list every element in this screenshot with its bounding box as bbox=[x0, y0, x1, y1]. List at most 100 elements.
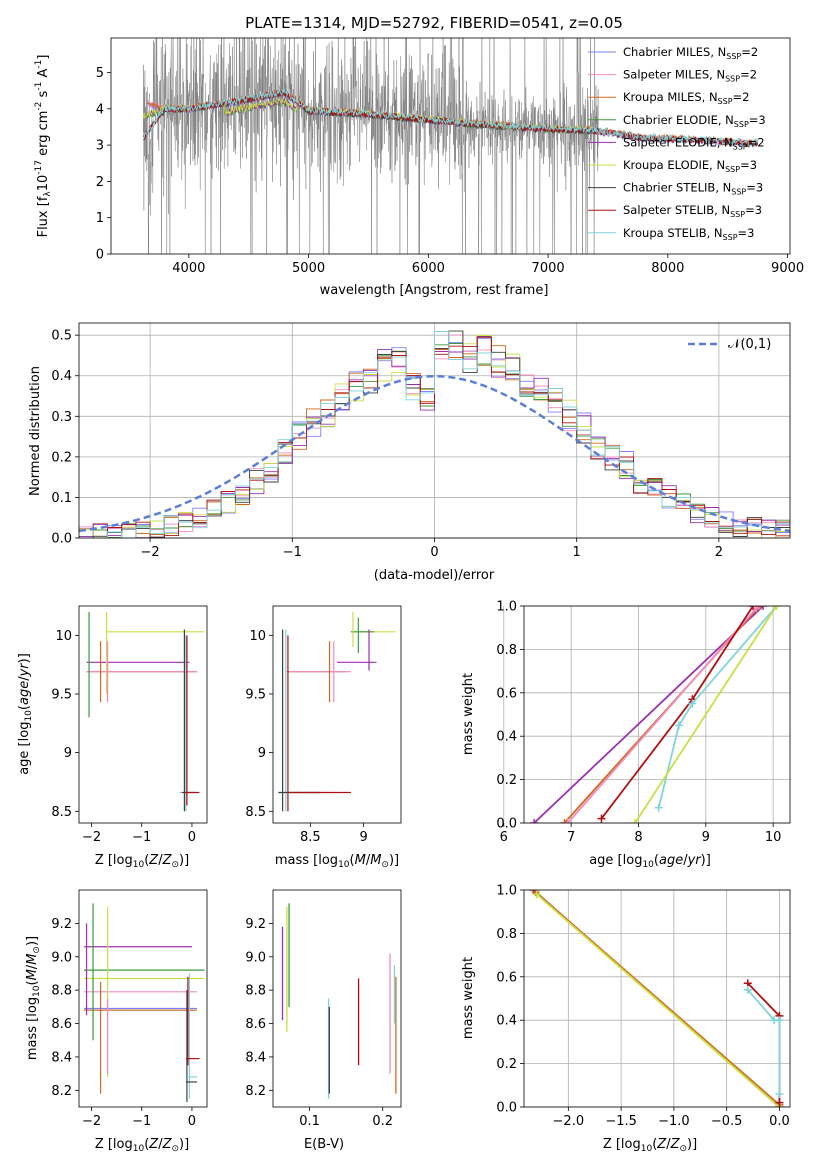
legend-gaussian-label: 𝒩(0,1) bbox=[728, 337, 771, 352]
svg-text:Z [log10(Z/Z⊙)]: Z [log10(Z/Z⊙)] bbox=[95, 1137, 189, 1154]
y-tick-label: 0.6 bbox=[496, 970, 517, 985]
gaussian-curve bbox=[79, 374, 790, 533]
y-tick-label: 0.0 bbox=[496, 817, 517, 832]
spectrum-ylabel: Flux [fλ10-17 erg cm-2 s-1 A-1] bbox=[34, 55, 53, 238]
y-tick-label: 0.2 bbox=[51, 450, 72, 465]
x-tick-label: 0 bbox=[188, 830, 196, 845]
mass-weight-marker bbox=[631, 819, 640, 823]
mass-weight-marker bbox=[759, 606, 768, 610]
x-tick-label: 0.1 bbox=[299, 1114, 320, 1129]
y-tick-label: 9.2 bbox=[51, 917, 72, 932]
mass-weight-marker bbox=[530, 819, 539, 823]
y-tick-label: 0.4 bbox=[496, 730, 517, 745]
y-tick-label: 1.0 bbox=[496, 884, 517, 899]
y-tick-label: 8.8 bbox=[245, 984, 266, 999]
observed-spectrum bbox=[143, 38, 599, 254]
y-tick-label: 9.0 bbox=[245, 950, 266, 965]
x-tick-label: 0.2 bbox=[372, 1114, 393, 1129]
y-tick-label: 8.6 bbox=[51, 1017, 72, 1032]
svg-text:age [log10(age/yr)]: age [log10(age/yr)] bbox=[17, 653, 34, 775]
y-tick-label: 8.5 bbox=[51, 805, 72, 820]
y-tick-label: 0.4 bbox=[496, 1014, 517, 1029]
x-tick-label: 9 bbox=[360, 830, 368, 845]
spectrum-xlabel: wavelength [Angstrom, rest frame] bbox=[320, 283, 549, 298]
legend-label: Salpeter ELODIE, NSSP=2 bbox=[623, 135, 765, 151]
x-tick-label: 8 bbox=[634, 830, 642, 845]
x-tick-label: −0.5 bbox=[711, 1114, 743, 1129]
x-tick-label: 0 bbox=[188, 1114, 196, 1129]
svg-text:mass [log10(M/M⊙)]: mass [log10(M/M⊙)] bbox=[25, 936, 42, 1060]
y-tick-label: 9.5 bbox=[51, 687, 72, 702]
legend-label: Kroupa ELODIE, NSSP=3 bbox=[623, 158, 757, 174]
x-tick-label: 0.0 bbox=[769, 1114, 790, 1129]
y-tick-label: 10 bbox=[249, 629, 266, 644]
y-tick-label: 0.1 bbox=[51, 491, 72, 506]
y-tick-label: 8.6 bbox=[245, 1017, 266, 1032]
mass-weight-line-2 bbox=[535, 891, 780, 1106]
panel-0-plot-area bbox=[142, 38, 759, 254]
panel-2-plot-area bbox=[86, 611, 205, 812]
y-tick-label: 9 bbox=[258, 746, 266, 761]
legend-label: Chabrier MILES, NSSP=2 bbox=[623, 45, 758, 61]
y-tick-label: 0 bbox=[96, 248, 104, 263]
age-weight-xlabel: age [log10(age/yr)] bbox=[589, 853, 711, 870]
residual-ylabel: Normed distribution bbox=[28, 366, 43, 496]
panel-4-frame bbox=[523, 605, 791, 824]
model-spectrum-8 bbox=[143, 88, 759, 147]
mass-weight-marker bbox=[772, 606, 781, 610]
svg-text:Z [log10(Z/Z⊙)]: Z [log10(Z/Z⊙)] bbox=[603, 1137, 697, 1154]
y-tick-label: 0.8 bbox=[496, 927, 517, 942]
mass-age-xlabel: mass [log10(M/M⊙)] bbox=[275, 853, 399, 870]
panel-5-frame bbox=[78, 889, 208, 1108]
legend-label: Chabrier STELIB, NSSP=3 bbox=[623, 181, 763, 197]
x-tick-label: 10 bbox=[765, 830, 782, 845]
mass-weight-marker bbox=[674, 721, 683, 730]
y-tick-label: 4 bbox=[96, 102, 104, 117]
x-tick-label: −1 bbox=[132, 830, 151, 845]
x-tick-label: −1 bbox=[283, 545, 302, 560]
y-tick-label: 0.0 bbox=[496, 1101, 517, 1116]
y-tick-label: 3 bbox=[96, 139, 104, 154]
legend-label: Chabrier ELODIE, NSSP=3 bbox=[623, 113, 766, 129]
x-tick-label: −2 bbox=[82, 1114, 101, 1129]
x-tick-label: 1 bbox=[573, 545, 581, 560]
z-weight-xlabel: Z [log10(Z/Z⊙)] bbox=[603, 1137, 697, 1154]
z-age-xlabel: Z [log10(Z/Z⊙)] bbox=[95, 853, 189, 870]
y-tick-label: 9.2 bbox=[245, 917, 266, 932]
y-tick-label: 9.5 bbox=[245, 687, 266, 702]
legend-label: Salpeter MILES, NSSP=2 bbox=[623, 68, 757, 84]
x-tick-label: −2.0 bbox=[553, 1114, 585, 1129]
panel-0-frame bbox=[110, 37, 791, 255]
x-tick-label: −2 bbox=[141, 545, 160, 560]
age-weight-ylabel: mass weight bbox=[461, 673, 476, 755]
mass-weight-line-8 bbox=[657, 606, 778, 809]
x-tick-label: 8000 bbox=[651, 261, 684, 276]
x-tick-label: 2 bbox=[715, 545, 723, 560]
panel-3-frame bbox=[272, 605, 402, 824]
panel-7-frame bbox=[523, 889, 791, 1108]
x-tick-label: 8.5 bbox=[300, 830, 321, 845]
y-tick-label: 8.2 bbox=[245, 1084, 266, 1099]
panel-3-plot-area bbox=[278, 611, 396, 812]
mass-weight-line-5 bbox=[536, 893, 780, 1107]
y-tick-label: 9 bbox=[64, 746, 72, 761]
mass-weight-line-4 bbox=[533, 606, 764, 823]
ebv-xlabel: E(B-V) bbox=[304, 1137, 344, 1152]
z-weight-ylabel: mass weight bbox=[461, 957, 476, 1039]
y-tick-label: 0.8 bbox=[496, 643, 517, 658]
x-tick-label: −1.0 bbox=[658, 1114, 690, 1129]
y-tick-label: 0.2 bbox=[496, 1057, 517, 1072]
panel-4-plot-area bbox=[530, 606, 781, 823]
y-tick-label: 8.4 bbox=[51, 1050, 72, 1065]
y-tick-label: 0.6 bbox=[496, 686, 517, 701]
panel-1-plot-area bbox=[79, 330, 790, 538]
x-tick-label: 9 bbox=[702, 830, 710, 845]
y-tick-label: 2 bbox=[96, 175, 104, 190]
y-tick-label: 8.8 bbox=[51, 984, 72, 999]
mass-weight-marker bbox=[775, 1016, 784, 1025]
mass-weight-line-7 bbox=[747, 982, 781, 1103]
panel-7-plot-area bbox=[529, 890, 784, 1107]
y-tick-label: 5 bbox=[96, 66, 104, 81]
spectrum-title: PLATE=1314, MJD=52792, FIBERID=0541, z=0… bbox=[245, 14, 623, 32]
x-tick-label: −2 bbox=[82, 830, 101, 845]
